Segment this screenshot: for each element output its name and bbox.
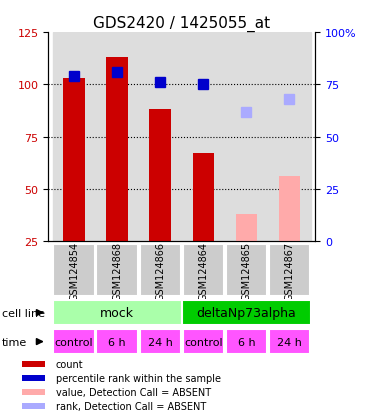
FancyBboxPatch shape	[226, 245, 267, 296]
FancyBboxPatch shape	[139, 245, 181, 296]
Bar	[106, 58, 128, 242]
Text: cell line: cell line	[2, 308, 45, 318]
Text: time: time	[2, 337, 27, 347]
Text: percentile rank within the sample: percentile rank within the sample	[56, 373, 221, 383]
FancyBboxPatch shape	[96, 245, 138, 296]
FancyBboxPatch shape	[226, 330, 267, 354]
Text: mock: mock	[100, 306, 134, 319]
Bar	[279, 177, 300, 242]
Text: control: control	[55, 337, 93, 347]
Title: GDS2420 / 1425055_at: GDS2420 / 1425055_at	[93, 16, 270, 32]
Text: GSM124868: GSM124868	[112, 241, 122, 300]
Bar	[182, 33, 225, 242]
Bar	[22, 403, 45, 409]
Text: GSM124864: GSM124864	[198, 241, 209, 300]
FancyBboxPatch shape	[183, 330, 224, 354]
FancyBboxPatch shape	[182, 301, 311, 325]
Bar	[150, 110, 171, 242]
Text: 6 h: 6 h	[108, 337, 126, 347]
Bar	[96, 33, 139, 242]
Text: value, Detection Call = ABSENT: value, Detection Call = ABSENT	[56, 387, 211, 397]
Text: rank, Detection Call = ABSENT: rank, Detection Call = ABSENT	[56, 401, 206, 411]
Text: 24 h: 24 h	[277, 337, 302, 347]
FancyBboxPatch shape	[269, 330, 310, 354]
Bar	[22, 389, 45, 395]
Text: GSM124865: GSM124865	[242, 241, 252, 300]
Text: deltaNp73alpha: deltaNp73alpha	[197, 306, 296, 319]
FancyBboxPatch shape	[96, 330, 138, 354]
FancyBboxPatch shape	[53, 330, 95, 354]
Bar	[193, 154, 214, 242]
Bar	[63, 79, 85, 242]
FancyBboxPatch shape	[269, 245, 310, 296]
Bar	[22, 361, 45, 368]
Bar	[22, 375, 45, 382]
Text: GSM124866: GSM124866	[155, 241, 165, 300]
FancyBboxPatch shape	[183, 245, 224, 296]
Text: control: control	[184, 337, 223, 347]
Text: 24 h: 24 h	[148, 337, 173, 347]
Bar	[225, 33, 268, 242]
Bar	[53, 33, 96, 242]
FancyBboxPatch shape	[139, 330, 181, 354]
Bar	[236, 214, 257, 242]
FancyBboxPatch shape	[53, 301, 182, 325]
Text: GSM124854: GSM124854	[69, 241, 79, 300]
Text: GSM124867: GSM124867	[285, 241, 295, 300]
FancyBboxPatch shape	[53, 245, 95, 296]
Text: count: count	[56, 359, 83, 369]
Text: 6 h: 6 h	[237, 337, 255, 347]
Bar	[139, 33, 182, 242]
Bar	[268, 33, 311, 242]
